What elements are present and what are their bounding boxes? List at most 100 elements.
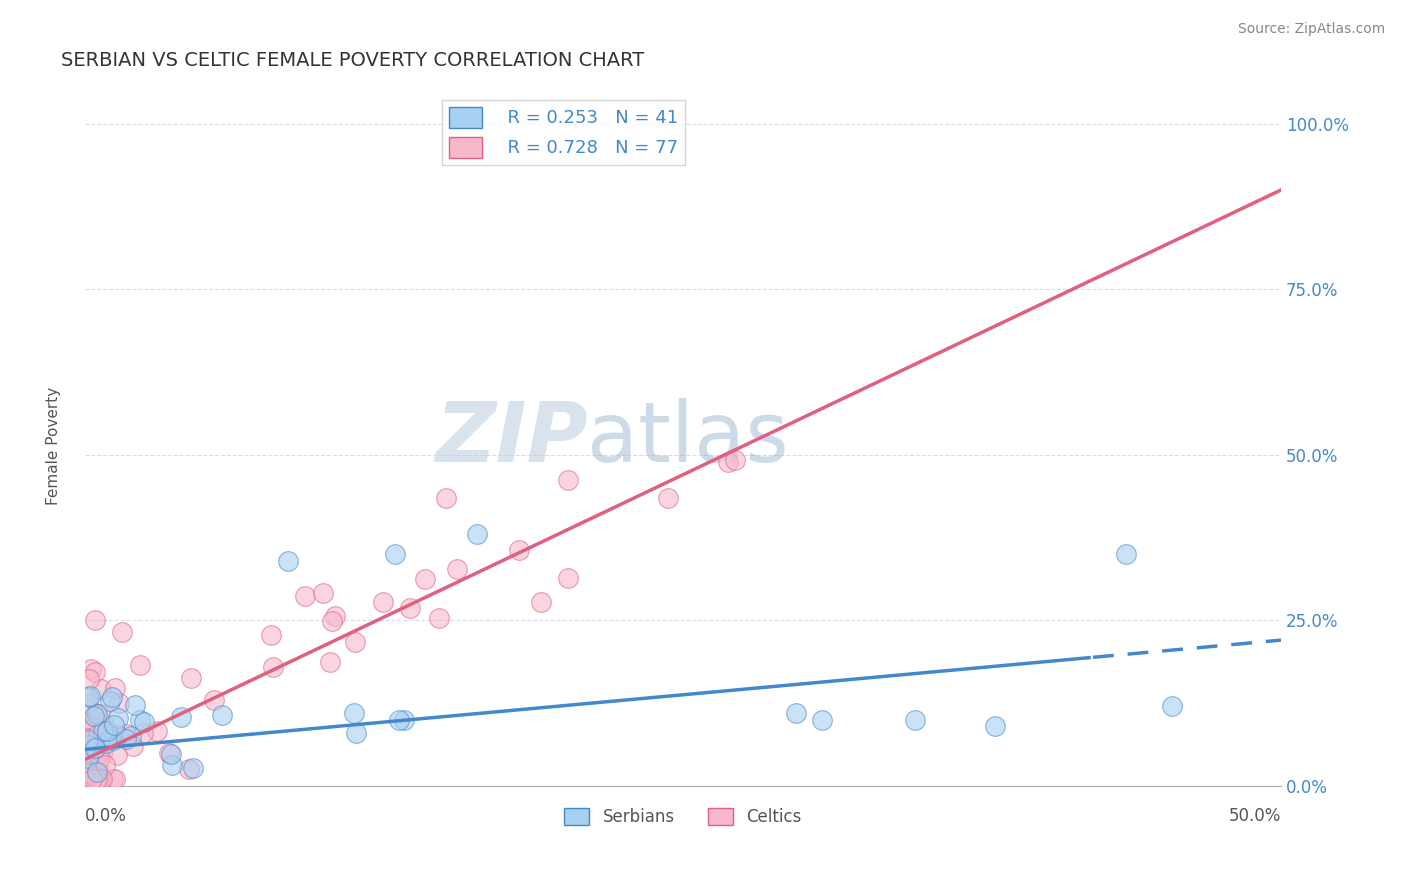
Point <box>724 453 747 467</box>
Point <box>80 716 103 731</box>
Point <box>508 543 530 558</box>
Point <box>343 706 366 720</box>
Point <box>79 722 101 736</box>
Point <box>83 613 105 627</box>
Point <box>86 706 108 721</box>
Point <box>83 747 105 761</box>
Point <box>984 719 1007 733</box>
Point <box>181 761 204 775</box>
Point <box>157 746 180 760</box>
Point <box>110 625 132 640</box>
Point <box>83 772 105 787</box>
Point <box>104 772 127 787</box>
Point <box>77 717 100 731</box>
Point <box>557 571 579 585</box>
Point <box>93 717 115 731</box>
Point <box>132 726 155 740</box>
Point <box>160 747 183 761</box>
Point <box>427 611 450 625</box>
Point <box>903 713 925 727</box>
Point <box>86 727 108 741</box>
Point <box>91 743 114 757</box>
Point <box>76 698 98 712</box>
Point <box>294 589 316 603</box>
Point <box>83 709 105 723</box>
Point <box>530 595 553 609</box>
Point <box>76 756 98 771</box>
Text: ZIP: ZIP <box>434 398 588 479</box>
Point <box>91 772 114 787</box>
Point <box>318 655 340 669</box>
Point <box>86 772 108 787</box>
Point <box>77 738 100 752</box>
Point <box>76 764 98 778</box>
Point <box>1115 547 1137 561</box>
Point <box>132 715 155 730</box>
Point <box>94 726 117 740</box>
Point <box>101 732 124 747</box>
Point <box>115 727 138 741</box>
Point <box>177 762 200 776</box>
Text: SERBIAN VS CELTIC FEMALE POVERTY CORRELATION CHART: SERBIAN VS CELTIC FEMALE POVERTY CORRELA… <box>62 51 644 70</box>
Text: 50.0%: 50.0% <box>1229 806 1281 824</box>
Point <box>80 662 103 676</box>
Point <box>785 706 807 720</box>
Point <box>83 741 105 756</box>
Point <box>446 562 468 576</box>
Point <box>312 586 335 600</box>
Point <box>101 690 124 705</box>
Point <box>128 658 150 673</box>
Text: atlas: atlas <box>588 398 789 479</box>
Point <box>76 766 98 780</box>
Point <box>96 733 118 747</box>
Point <box>84 665 107 679</box>
Point <box>77 751 100 765</box>
Point <box>76 767 98 781</box>
Point <box>107 711 129 725</box>
Point <box>107 728 129 742</box>
Point <box>160 758 183 772</box>
Point <box>79 767 101 781</box>
Point <box>371 595 394 609</box>
Point <box>124 698 146 713</box>
Point <box>657 491 679 506</box>
Point <box>105 748 128 763</box>
Point <box>84 706 107 721</box>
Point <box>146 723 169 738</box>
Point <box>76 690 98 704</box>
Point <box>76 731 98 745</box>
Point <box>399 601 422 615</box>
Point <box>465 527 488 541</box>
Point <box>260 627 283 641</box>
Point <box>79 672 101 686</box>
Point <box>557 473 579 487</box>
Point <box>170 710 193 724</box>
Point <box>103 681 125 695</box>
Point <box>90 682 112 697</box>
Point <box>394 713 416 727</box>
Point <box>180 671 202 685</box>
Point <box>121 739 143 753</box>
Text: Source: ZipAtlas.com: Source: ZipAtlas.com <box>1237 22 1385 37</box>
Point <box>98 731 121 746</box>
Point <box>321 614 343 628</box>
Point <box>84 772 107 787</box>
Point <box>344 726 367 740</box>
Point <box>80 738 103 752</box>
Point <box>277 554 299 568</box>
Point <box>1161 699 1184 714</box>
Point <box>89 707 111 722</box>
Point <box>76 741 98 756</box>
Point <box>77 760 100 774</box>
Point <box>128 714 150 728</box>
Point <box>103 772 125 787</box>
Point <box>384 547 406 561</box>
Point <box>717 455 740 469</box>
Point <box>87 752 110 766</box>
Point <box>323 608 346 623</box>
Point <box>344 634 367 648</box>
Point <box>86 765 108 780</box>
Point <box>413 572 436 586</box>
Point <box>87 760 110 774</box>
Point <box>103 718 125 732</box>
